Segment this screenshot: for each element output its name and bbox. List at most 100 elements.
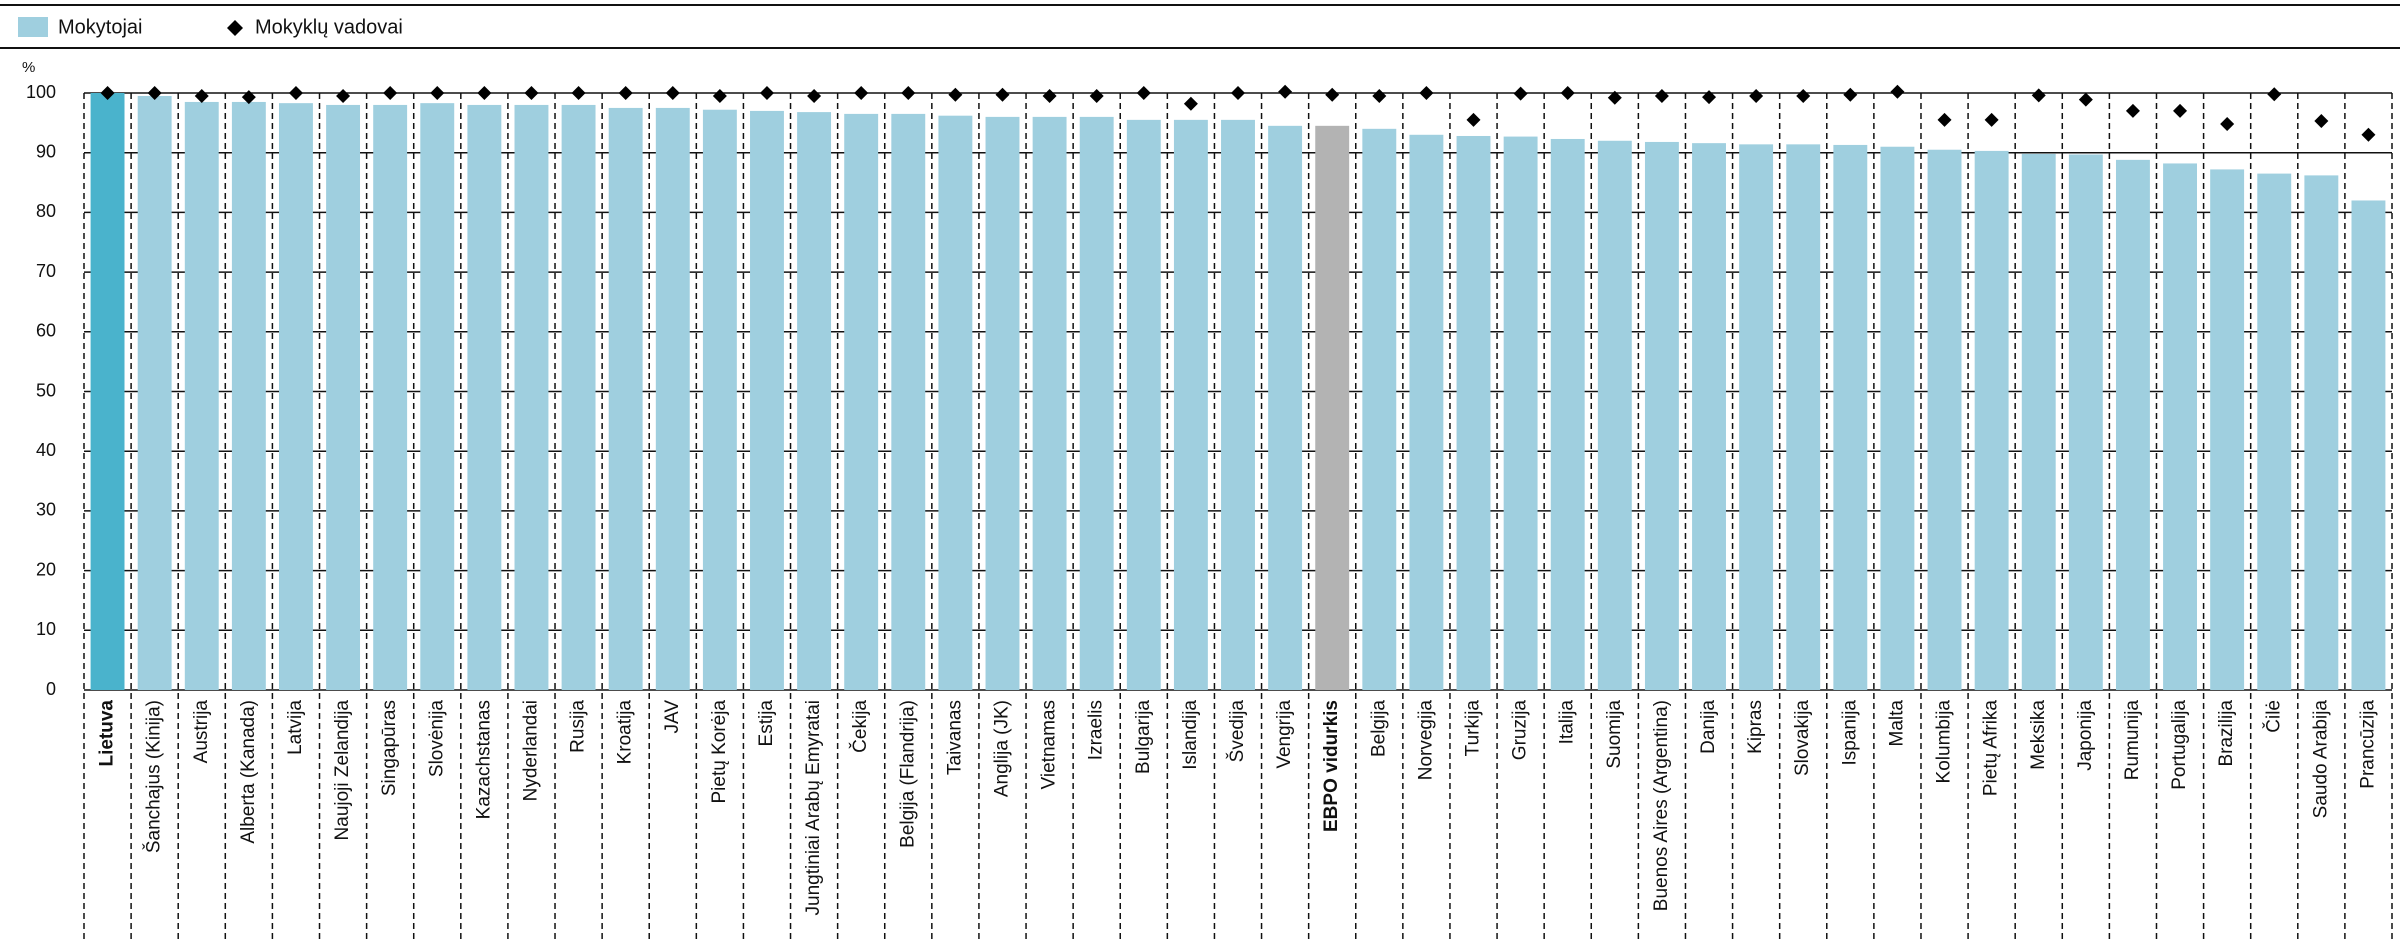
marker (1796, 88, 1811, 103)
x-tick-label: Rusija (568, 700, 589, 753)
bar (1079, 116, 1114, 690)
bar (1032, 116, 1067, 690)
x-tick-label: Anglija (JK) (992, 700, 1013, 797)
marker (1984, 112, 1999, 127)
bar (1692, 143, 1726, 690)
bar (2163, 163, 2197, 691)
x-tick-label: Islandija (1180, 700, 1201, 770)
marker (2125, 103, 2140, 118)
bar (231, 101, 266, 690)
bar (1409, 134, 1444, 691)
marker (1183, 96, 1198, 111)
x-tick-label: Bulgarija (1133, 700, 1154, 774)
marker (948, 87, 963, 102)
marker (2031, 88, 2046, 103)
marker (2078, 92, 2093, 107)
x-tick-label: Kipras (1745, 700, 1766, 754)
x-tick-label: Lietuva (97, 700, 118, 767)
marker (2173, 103, 2188, 118)
x-tick-label: JAV (662, 700, 683, 734)
x-tick-label: Šanchajus (Kinija) (143, 700, 165, 853)
x-tick-label: Pietų Afrika (1981, 700, 2002, 797)
marker (1654, 88, 1669, 103)
x-tick-label: Turkija (1463, 700, 1484, 757)
bar (1880, 146, 1915, 691)
bar (1739, 144, 1774, 691)
bar (90, 93, 125, 690)
x-tick-label: Buenos Aires (Argentina) (1651, 700, 1672, 911)
legend-label: Mokytojai (58, 16, 142, 38)
y-tick-label: 30 (36, 500, 56, 520)
legend-swatch (18, 17, 48, 37)
marker (571, 86, 586, 100)
y-tick-label: 50 (36, 380, 56, 400)
x-tick-label: Ispanija (1839, 700, 1860, 766)
bar (985, 116, 1020, 690)
x-tick-label: Pietų Korėja (709, 700, 730, 804)
bar (891, 113, 926, 690)
x-tick-label: Vietnamas (1039, 700, 1060, 789)
y-tick-label: 100 (26, 82, 56, 102)
bar (373, 104, 408, 690)
bar (1597, 140, 1632, 690)
marker (712, 88, 727, 103)
x-tick-label: Kolumbija (1934, 700, 1955, 784)
x-tick-label: Portugalija (2169, 700, 2190, 790)
bar (2210, 169, 2245, 690)
bar (1550, 138, 1585, 690)
x-tick-label: EBPO vidurkis (1321, 700, 1342, 832)
bar (1456, 135, 1491, 690)
bar (467, 104, 502, 690)
bar (420, 103, 455, 691)
x-tick-label: Čilė (2262, 700, 2284, 733)
marker (2220, 117, 2235, 132)
marker (2314, 114, 2329, 129)
x-tick-label: Prancūzija (2357, 700, 2378, 789)
marker (1089, 88, 1104, 103)
marker (1890, 84, 1905, 99)
x-tick-label: Gruzija (1510, 700, 1531, 761)
x-tick-label: Alberta (Kanada) (238, 700, 259, 844)
bar (2021, 153, 2056, 691)
bar (1315, 125, 1350, 690)
marker (1466, 112, 1481, 127)
bar (326, 104, 361, 690)
marker (1937, 112, 1952, 127)
bar (1974, 150, 2009, 690)
bar (797, 112, 832, 690)
y-tick-label: 10 (36, 619, 56, 639)
marker (1419, 86, 1434, 100)
bar (844, 113, 879, 690)
bar (655, 107, 690, 691)
x-tick-label: Rumunija (2122, 700, 2143, 781)
bar (1126, 119, 1161, 691)
bar (2351, 200, 2386, 690)
x-tick-label: Belgija (Flandrija) (897, 700, 918, 848)
y-tick-label: 90 (36, 141, 56, 161)
marker (2361, 127, 2376, 142)
bar (2257, 173, 2292, 691)
marker (383, 86, 398, 100)
bar (2115, 159, 2150, 690)
bar (608, 107, 643, 691)
legend-label: Mokyklų vadovai (255, 16, 403, 38)
x-tick-label: Austrija (191, 700, 212, 764)
marker (1749, 88, 1764, 103)
x-tick-label: Jungtiniai Arabų Emyratai (803, 700, 824, 915)
marker (854, 86, 869, 100)
x-tick-label: Belgija (1368, 700, 1389, 757)
marker (1843, 87, 1858, 102)
x-tick-label: Izraelis (1086, 700, 1107, 760)
bar (1644, 141, 1679, 691)
x-tick-label: Vengrija (1274, 700, 1295, 769)
bar (561, 104, 596, 690)
y-tick-label: 20 (36, 559, 56, 579)
marker (1231, 86, 1245, 100)
marker (1042, 88, 1057, 103)
x-tick-label: Kazachstanas (473, 700, 494, 819)
marker (759, 86, 774, 100)
bar (1362, 128, 1397, 690)
bar (1221, 119, 1255, 691)
legend-marker (227, 20, 243, 36)
